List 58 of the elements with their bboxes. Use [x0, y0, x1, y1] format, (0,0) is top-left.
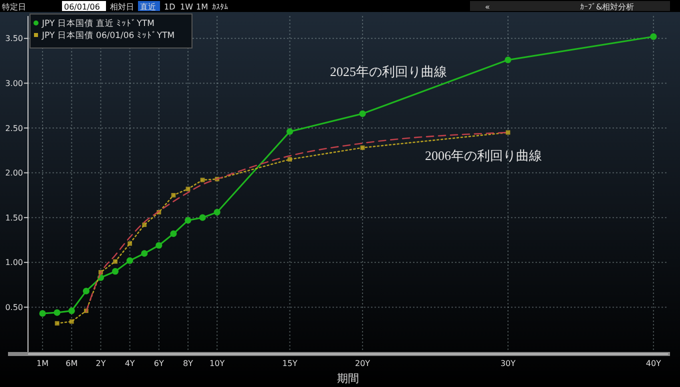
text: 06/01/06 — [64, 2, 100, 12]
point — [142, 222, 147, 227]
annotation: 2025年の利回り曲線 — [330, 64, 447, 79]
x-tick-label: 30Y — [500, 359, 516, 368]
x-tick-label: 6Y — [154, 359, 164, 368]
y-tick-label: 3.00 — [5, 79, 23, 88]
point — [141, 250, 148, 257]
point — [214, 208, 220, 216]
point — [359, 110, 366, 117]
x-tick-label: 8Y — [183, 359, 194, 368]
point — [650, 33, 657, 40]
x-tick-label: 6M — [66, 359, 78, 368]
point — [39, 310, 46, 317]
point — [126, 257, 134, 264]
annotation: 2006年の利回り曲線 — [425, 148, 542, 163]
text: « — [485, 2, 490, 12]
point — [199, 214, 206, 221]
text: ｶｰﾌﾞ&相対分析 — [580, 2, 634, 12]
point — [156, 242, 162, 249]
text: ｶｽﾀﾑ — [212, 2, 228, 12]
text: 相対日 — [110, 2, 134, 12]
text: 1M — [196, 2, 208, 12]
text: 直近 — [140, 2, 156, 12]
point — [288, 157, 292, 162]
point — [186, 186, 190, 192]
x-tick-label: 2Y — [96, 359, 106, 368]
point — [504, 56, 512, 64]
point — [184, 216, 192, 224]
x-tick-label: 20Y — [355, 359, 370, 368]
y-tick-label: 3.50 — [5, 34, 23, 44]
x-tick-label: 4Y — [124, 359, 135, 368]
x-axis-title: 期間 — [337, 372, 359, 385]
point — [360, 146, 365, 150]
x-tick-label: 40Y — [646, 359, 662, 368]
legend-label: JPY 日本国債 06/01/06 ﾐｯﾄﾞYTM — [41, 30, 175, 41]
y-tick-label: 2.50 — [5, 124, 23, 133]
text: 1W — [180, 2, 194, 12]
point — [69, 319, 74, 324]
point — [170, 230, 177, 238]
x-tick-label: 15Y — [282, 359, 298, 368]
point — [112, 268, 119, 275]
y-tick-label: 1.50 — [5, 213, 23, 222]
point — [82, 288, 90, 294]
y-tick-label: 0.50 — [5, 303, 23, 312]
y-tick-label: 2.00 — [5, 168, 23, 178]
legend-label: JPY 日本国債 直近 ﾐｯﾄﾞYTM — [41, 18, 154, 29]
point — [286, 128, 294, 135]
point — [171, 193, 176, 198]
point — [54, 321, 60, 326]
text: 特定日 — [2, 2, 26, 12]
x-tick-label: 10Y — [210, 359, 225, 368]
point — [68, 307, 75, 314]
point — [128, 241, 132, 246]
point — [54, 309, 60, 316]
text: 1D — [164, 2, 176, 12]
y-tick-label: 1.00 — [5, 258, 23, 268]
x-tick-label: 1M — [36, 359, 49, 368]
point — [113, 259, 118, 264]
